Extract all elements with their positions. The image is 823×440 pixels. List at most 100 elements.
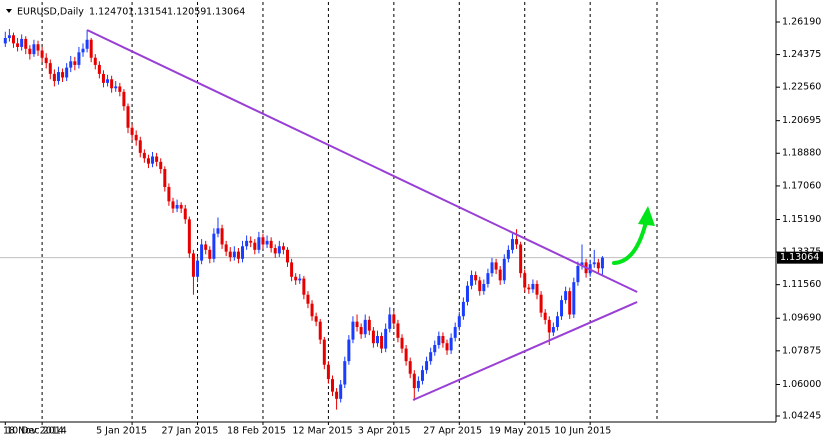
candle-body <box>453 327 457 338</box>
candle-body <box>318 321 322 340</box>
x-tick-label: 27 Jan 2015 <box>162 426 219 437</box>
candle-body <box>245 240 249 247</box>
candle-body <box>310 303 314 317</box>
candle-body <box>48 63 52 74</box>
candle-body <box>457 316 461 328</box>
x-tick-label: 27 Apr 2015 <box>423 426 482 437</box>
y-tick-label: 1.09690 <box>782 313 821 324</box>
candle-body <box>302 278 306 295</box>
ohlc-low: 1.12059 <box>167 7 206 18</box>
candle-body <box>151 156 155 164</box>
candle-body <box>183 208 187 220</box>
candle-body <box>580 262 584 266</box>
candle-body <box>28 48 32 55</box>
candle-body <box>347 339 351 362</box>
candle-body <box>539 294 543 313</box>
candle-body <box>535 283 539 295</box>
candle-body <box>286 249 290 263</box>
candle-body <box>375 336 379 344</box>
candle-body <box>249 240 253 243</box>
candle-body <box>478 280 482 292</box>
candle-body <box>441 336 445 344</box>
candle-body <box>175 204 179 209</box>
y-tick-label: 1.11560 <box>782 279 821 290</box>
y-tick-label: 1.22560 <box>782 82 821 93</box>
y-tick-label: 1.20695 <box>782 115 821 126</box>
candle-body <box>596 262 600 269</box>
candle-body <box>97 64 101 74</box>
trendline <box>86 29 638 293</box>
candle-body <box>527 287 531 290</box>
candle-body <box>224 244 228 252</box>
candle-body <box>343 361 347 385</box>
y-tick-label: 1.07875 <box>782 345 821 356</box>
candle-body <box>371 330 375 344</box>
candle-body <box>449 337 453 351</box>
trendline <box>412 301 638 401</box>
candle-body <box>486 273 490 284</box>
candle-body <box>355 321 359 328</box>
candle-body <box>388 314 392 329</box>
x-tick-label: 5 Jan 2015 <box>96 426 147 437</box>
candle-body <box>77 52 81 65</box>
candle-body <box>187 219 191 254</box>
x-tick-label: 3 Apr 2015 <box>358 426 411 437</box>
candle-body <box>159 161 163 170</box>
candle-body <box>294 276 298 281</box>
candle-body <box>408 361 412 374</box>
candle-body <box>600 257 604 269</box>
candle-body <box>363 319 367 335</box>
candle-body <box>515 239 519 245</box>
candle-body <box>339 384 343 399</box>
y-tick-label: 1.26190 <box>782 17 821 28</box>
candle-body <box>81 48 85 53</box>
candle-body <box>179 204 183 209</box>
y-tick-label: 1.18880 <box>782 148 821 159</box>
candle-body <box>335 391 339 399</box>
candle-body <box>122 91 126 107</box>
candle-body <box>281 246 285 250</box>
candle-body <box>61 72 65 78</box>
candle-body <box>502 258 506 281</box>
candle-body <box>114 86 118 89</box>
candle-body <box>351 321 355 340</box>
candle-body <box>40 50 44 58</box>
candle-body <box>290 262 294 277</box>
candle-body <box>576 265 580 283</box>
candle-body <box>461 301 465 317</box>
candle-body <box>420 370 424 381</box>
candle-body <box>412 373 416 389</box>
candle-body <box>273 248 277 254</box>
candle-body <box>510 239 514 250</box>
current-price-box <box>777 251 823 264</box>
candle-body <box>52 73 56 82</box>
candle-body <box>110 79 114 89</box>
arrow-head <box>638 206 655 226</box>
candle-body <box>228 251 232 258</box>
x-tick-label: 10 Dec 2014 <box>6 426 67 437</box>
candle-body <box>146 158 150 164</box>
x-tick-label: 10 Jun 2015 <box>554 426 611 437</box>
y-tick-label: 1.24375 <box>782 49 821 60</box>
candle-body <box>261 237 265 245</box>
candle-body <box>134 134 138 141</box>
candle-body <box>69 61 73 68</box>
candle-body <box>277 246 281 254</box>
symbol: EURUSD,Daily <box>17 7 84 18</box>
candle-body <box>523 273 527 288</box>
candle-body <box>474 274 478 281</box>
x-tick-label: 18 Nov 2014 <box>3 426 64 437</box>
y-tick-label: 1.04245 <box>782 411 821 422</box>
candle-body <box>85 39 89 49</box>
candle-body <box>253 242 257 250</box>
candle-body <box>142 152 146 159</box>
candle-body <box>425 361 429 371</box>
candle-body <box>404 348 408 362</box>
candle-body <box>592 262 596 265</box>
candle-body <box>44 57 48 64</box>
candle-body <box>73 61 77 65</box>
candle-body <box>200 244 204 261</box>
candle-body <box>20 38 24 47</box>
candle-body <box>560 300 564 317</box>
